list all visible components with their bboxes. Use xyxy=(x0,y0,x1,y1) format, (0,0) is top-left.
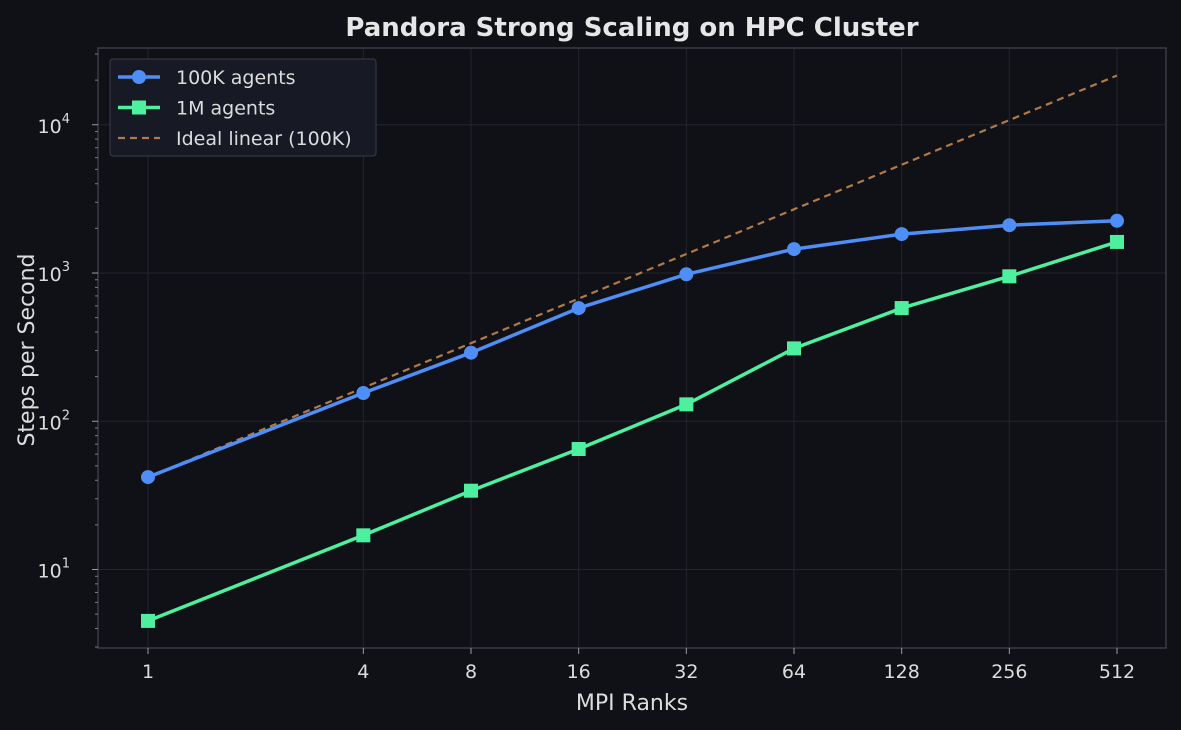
legend-label: 1M agents xyxy=(176,98,275,120)
legend-label: 100K agents xyxy=(176,67,296,89)
x-tick-label: 16 xyxy=(567,661,591,683)
x-axis-label: MPI Ranks xyxy=(576,691,688,716)
data-point xyxy=(464,345,478,360)
x-tick-label: 4 xyxy=(357,661,369,683)
data-point xyxy=(356,386,371,401)
y-tick-label: 104 xyxy=(38,112,70,138)
data-point xyxy=(894,301,909,316)
legend-box xyxy=(109,58,377,157)
data-point xyxy=(787,242,801,257)
axes-ticks: 1 4 8 16 32 64 128 256 512 101 102 103 104 xyxy=(38,53,1135,683)
data-point xyxy=(571,441,586,456)
legend: 100K agents 1M agents Ideal linear (100K) xyxy=(109,58,377,157)
data-point xyxy=(1002,269,1017,284)
y-axis-label: Steps per Second xyxy=(15,253,40,446)
legend-marker xyxy=(132,70,146,84)
x-tick-label: 8 xyxy=(465,661,477,683)
data-point xyxy=(679,267,694,282)
x-tick-label: 256 xyxy=(991,661,1027,683)
x-tick-label: 32 xyxy=(674,661,698,683)
x-tick-label: 512 xyxy=(1099,661,1135,683)
data-point xyxy=(679,397,694,412)
series-line-ideal-linear-100k xyxy=(147,74,1118,479)
x-tick-label: 1 xyxy=(142,661,154,683)
y-tick-label: 103 xyxy=(38,260,70,286)
x-tick-label: 128 xyxy=(884,661,920,683)
data-point xyxy=(1002,218,1017,233)
legend-marker xyxy=(132,100,146,115)
data-point xyxy=(571,301,586,316)
y-tick-label: 101 xyxy=(38,557,70,583)
data-point xyxy=(1110,213,1124,228)
data-point xyxy=(464,483,478,498)
data-point xyxy=(356,528,371,543)
data-point xyxy=(141,613,155,628)
y-tick-label: 102 xyxy=(38,408,70,434)
chart-title: Pandora Strong Scaling on HPC Cluster xyxy=(345,13,918,43)
legend-label: Ideal linear (100K) xyxy=(176,128,352,150)
data-point xyxy=(894,227,909,242)
plot-area xyxy=(97,47,1167,649)
data-point xyxy=(141,470,155,485)
data-point xyxy=(787,341,801,356)
series-layer xyxy=(141,74,1124,628)
x-tick-label: 64 xyxy=(782,661,806,683)
data-point xyxy=(1110,234,1124,249)
